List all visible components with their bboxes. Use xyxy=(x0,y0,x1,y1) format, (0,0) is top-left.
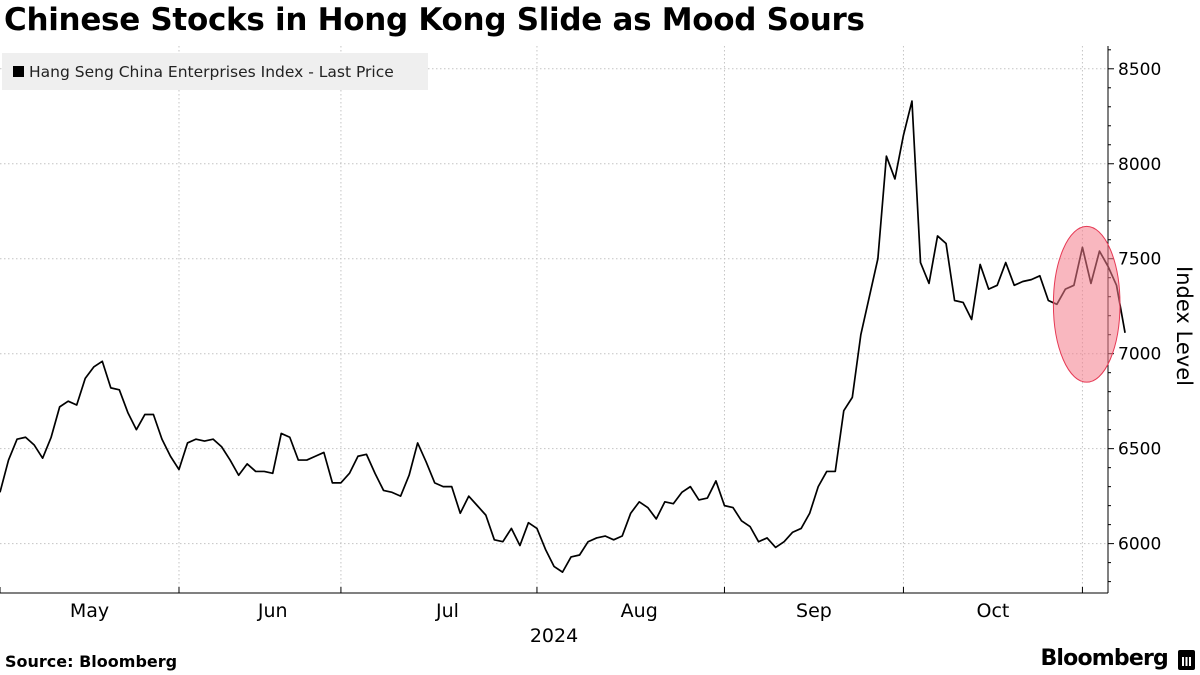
x-axis-year-label: 2024 xyxy=(530,625,578,647)
y-tick-label: 8500 xyxy=(1118,60,1161,80)
y-tick-label: 7500 xyxy=(1118,250,1161,270)
source-label: Source: Bloomberg xyxy=(5,652,178,671)
highlight-ellipse xyxy=(1052,225,1121,383)
legend-swatch xyxy=(13,66,24,77)
annotation-layer xyxy=(1052,225,1121,383)
series-line xyxy=(0,100,1126,573)
x-tick-label: Sep xyxy=(796,600,832,622)
y-axis-title: Index Level xyxy=(1172,266,1196,386)
axis-labels: 6000 6500 7000 7500 8000 8500 May Jun Jul Aug Sep O… xyxy=(70,60,1196,647)
x-tick-label: Jul xyxy=(435,600,459,622)
legend-label: Hang Seng China Enterprises Index - Last… xyxy=(29,62,394,81)
series-layer xyxy=(0,100,1126,573)
y-tick-label: 6500 xyxy=(1118,440,1161,460)
brand-logo: Bloomberg xyxy=(1040,646,1168,671)
y-tick-label: 6000 xyxy=(1118,535,1161,555)
x-tick-label: Oct xyxy=(977,600,1010,622)
chart-title: Chinese Stocks in Hong Kong Slide as Moo… xyxy=(4,2,865,38)
axes xyxy=(0,46,1114,594)
x-tick-label: Aug xyxy=(621,600,658,622)
x-tick-label: Jun xyxy=(257,600,288,622)
y-tick-label: 8000 xyxy=(1118,155,1161,175)
bloomberg-chart-icon xyxy=(1178,650,1195,670)
legend: Hang Seng China Enterprises Index - Last… xyxy=(2,53,428,90)
y-tick-label: 7000 xyxy=(1118,345,1161,365)
grid-lines xyxy=(0,46,1108,593)
x-tick-label: May xyxy=(70,600,109,622)
